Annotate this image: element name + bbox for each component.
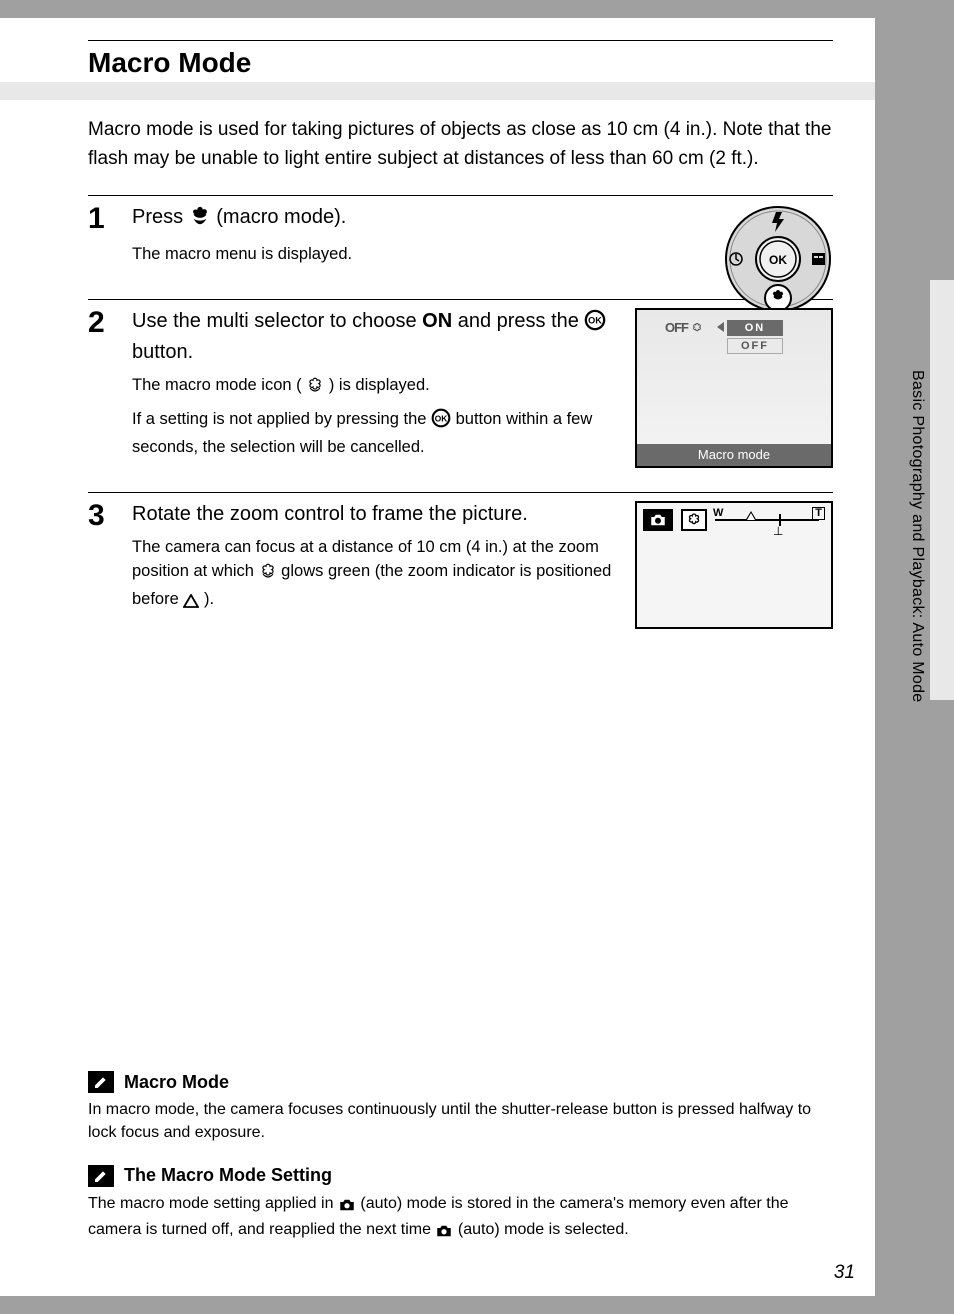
manual-page: Macro Mode Macro mode is used for taking… <box>0 18 875 1296</box>
note-heading: Macro Mode <box>88 1071 833 1093</box>
note-pencil-icon <box>88 1165 114 1187</box>
step-3-sub: The camera can focus at a distance of 10… <box>132 536 613 616</box>
camera-auto-icon <box>338 1197 356 1220</box>
text: ). <box>204 590 214 608</box>
camera-auto-icon <box>435 1223 453 1246</box>
zoom-tele-label: T <box>812 507 825 520</box>
step-number: 3 <box>88 501 116 622</box>
text: ) is displayed. <box>329 376 430 394</box>
ok-button-icon: OK <box>584 309 606 339</box>
step-number: 2 <box>88 308 116 466</box>
macro-flower-outline-icon <box>259 562 277 588</box>
note-title: The Macro Mode Setting <box>124 1165 332 1186</box>
intro-text: Macro mode is used for taking pictures o… <box>88 116 833 173</box>
step-1-heading: Press (macro mode). <box>132 204 613 235</box>
svg-text:OK: OK <box>435 413 448 423</box>
note-title: Macro Mode <box>124 1072 229 1093</box>
lcd-footer: Macro mode <box>637 444 831 466</box>
step-separator <box>88 492 833 493</box>
triangle-marker-icon <box>745 511 757 521</box>
step-1-sub: The macro menu is displayed. <box>132 243 613 267</box>
lcd-macro-menu: OFF ON OFF Macro mode <box>635 308 833 468</box>
text: The macro mode icon ( <box>132 376 302 394</box>
page-title: Macro Mode <box>88 47 833 79</box>
option-on: ON <box>727 320 783 336</box>
macro-active-icon <box>681 509 707 531</box>
content-area: Macro Mode Macro mode is used for taking… <box>0 40 875 621</box>
side-thumb-tab <box>930 280 954 700</box>
svg-text:OK: OK <box>589 316 603 326</box>
text: Use the multi selector to choose <box>132 310 422 332</box>
step-2: 2 Use the multi selector to choose ON an… <box>88 308 833 466</box>
option-off: OFF <box>727 338 783 354</box>
page-number: 31 <box>834 1262 855 1284</box>
step-2-heading: Use the multi selector to choose ON and … <box>132 308 613 366</box>
ok-button-icon: OK <box>431 408 451 436</box>
off-indicator: OFF <box>665 320 703 335</box>
note-pencil-icon <box>88 1071 114 1093</box>
left-arrow-icon <box>717 322 724 332</box>
text: (auto) mode is selected. <box>458 1221 629 1238</box>
note-body: The macro mode setting applied in (auto)… <box>88 1193 833 1246</box>
camera-mode-icon <box>643 509 673 531</box>
step-2-sub2: If a setting is not applied by pressing … <box>132 408 613 460</box>
macro-flower-icon <box>189 205 211 235</box>
text: (macro mode). <box>216 206 346 228</box>
step-separator <box>88 195 833 196</box>
step-3-heading: Rotate the zoom control to frame the pic… <box>132 501 613 528</box>
step-2-sub1: The macro mode icon ( ) is displayed. <box>132 374 613 402</box>
note-body: In macro mode, the camera focuses contin… <box>88 1099 833 1144</box>
triangle-marker-icon <box>183 592 199 616</box>
on-label: ON <box>422 310 452 332</box>
step-separator <box>88 299 833 300</box>
step-3: 3 Rotate the zoom control to frame the p… <box>88 501 833 622</box>
text: button. <box>132 341 193 363</box>
zoom-base-mark: ⊥ <box>773 524 783 538</box>
note-heading: The Macro Mode Setting <box>88 1165 833 1187</box>
step-number: 1 <box>88 204 116 273</box>
step-1: 1 Press (macro mode). The macro menu is … <box>88 204 833 273</box>
text: If a setting is not applied by pressing … <box>132 410 431 428</box>
lcd-zoom-indicator: W ⊥ T <box>635 501 833 629</box>
macro-flower-outline-icon <box>306 376 324 402</box>
side-section-label: Basic Photography and Playback: Auto Mod… <box>908 370 926 703</box>
svg-text:OK: OK <box>769 253 787 267</box>
text: The macro mode setting applied in <box>88 1195 338 1212</box>
title-underbar <box>0 82 875 100</box>
zoom-track <box>715 519 819 521</box>
multi-selector-illustration: OK <box>723 204 833 319</box>
title-rule <box>88 40 833 41</box>
zoom-wide-label: W <box>713 507 723 519</box>
text: and press the <box>458 310 585 332</box>
text: Press <box>132 206 189 228</box>
notes-section: Macro Mode In macro mode, the camera foc… <box>88 1071 833 1266</box>
